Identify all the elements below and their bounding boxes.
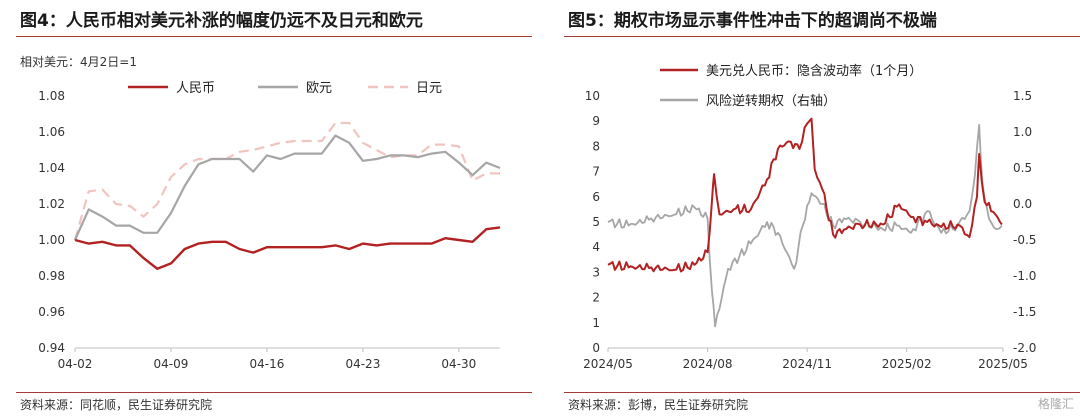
y-tick-label: 3: [592, 265, 600, 279]
source-text: 资料来源：同花顺，民生证券研究院: [20, 398, 213, 412]
x-tick-label: 04-30: [441, 357, 476, 371]
chart-title: 图4：人民币相对美元补涨的幅度仍远不及日元和欧元: [20, 11, 423, 31]
y-tick-label: 1: [592, 316, 600, 330]
y-tick-label: 1.04: [38, 161, 65, 175]
y-tick-label: 9: [592, 114, 600, 128]
y-tick-label: 2: [592, 291, 600, 305]
y-tick-label: 1.08: [38, 89, 65, 103]
y2-tick-label: 1.0: [1013, 125, 1032, 139]
source-text: 资料来源：彭博，民生证券研究院: [568, 398, 749, 412]
legend-label: 美元兑人民币：隐含波动率（1个月）: [706, 63, 922, 79]
title-rule: [16, 36, 532, 37]
y2-tick-label: 0.0: [1013, 197, 1032, 211]
x-tick-label: 2024/08: [683, 357, 733, 371]
x-tick-label: 2025/02: [882, 357, 932, 371]
y-tick-label: 8: [592, 139, 600, 153]
watermark-logo: 格隆汇: [1037, 397, 1074, 411]
x-tick-label: 2024/11: [782, 357, 832, 371]
right-panel: 图5：期权市场显示事件性冲击下的超调尚不极端 0 1 2 3 4 5 6 7 8 9 10 -2.0 -…: [548, 0, 1080, 416]
left-panel: 图4：人民币相对美元补涨的幅度仍远不及日元和欧元 相对美元：4月2日=1 0.9…: [0, 0, 532, 416]
y-tick-label: 7: [592, 165, 600, 179]
series-line-risk-reversal: [607, 123, 1003, 328]
title-rule: [564, 36, 1080, 37]
y2-tick-label: -1.0: [1013, 269, 1036, 283]
y-tick-label: 0.98: [38, 269, 65, 283]
y2-tick-label: -0.5: [1013, 233, 1036, 247]
series-line-eur: [73, 134, 501, 241]
series-line-implied-vol: [607, 117, 1003, 273]
chart-note: 相对美元：4月2日=1: [20, 55, 137, 69]
y-tick-label: 0: [592, 341, 600, 355]
series-line-cny: [74, 226, 501, 270]
y-tick-label: 5: [592, 215, 600, 229]
y-tick-label: 1.06: [38, 125, 65, 139]
legend-label: 欧元: [306, 81, 332, 96]
right-chart: 0 1 2 3 4 5 6 7 8 9 10 -2.0 -1.5 -1.0 -0.5 0.0 0.5 1.0 1.5…: [583, 63, 1036, 371]
y-tick-label: 1.00: [38, 233, 65, 247]
y-tick-label: 0.96: [38, 305, 65, 319]
y-tick-label: 4: [592, 240, 600, 254]
y2-tick-label: -2.0: [1013, 341, 1036, 355]
y2-tick-label: 1.5: [1013, 89, 1032, 103]
chart-title: 图5：期权市场显示事件性冲击下的超调尚不极端: [568, 11, 937, 31]
source-rule: [16, 392, 532, 393]
legend-label: 日元: [416, 81, 442, 96]
y2-tick-label: -1.5: [1013, 305, 1036, 319]
legend-label: 风险逆转期权（右轴）: [706, 93, 836, 109]
y-tick-label: 10: [585, 89, 600, 103]
y-tick-label: 1.02: [38, 197, 65, 211]
left-chart: 相对美元：4月2日=1 0.94 0.96 0.98 1.00 1.02 1.04 1.06…: [20, 55, 501, 371]
y-tick-label: 6: [592, 190, 600, 204]
x-tick-label: 04-23: [345, 357, 380, 371]
legend-label: 人民币: [176, 81, 215, 96]
x-tick-label: 04-02: [58, 357, 93, 371]
y-tick-label: 0.94: [38, 341, 65, 355]
y2-tick-label: 0.5: [1013, 161, 1032, 175]
x-tick-label: 2025/05: [978, 357, 1028, 371]
x-tick-label: 2024/05: [583, 357, 633, 371]
x-tick-label: 04-16: [249, 357, 284, 371]
source-rule: [564, 392, 1080, 393]
x-tick-label: 04-09: [154, 357, 189, 371]
series-line-jpy: [73, 121, 500, 241]
